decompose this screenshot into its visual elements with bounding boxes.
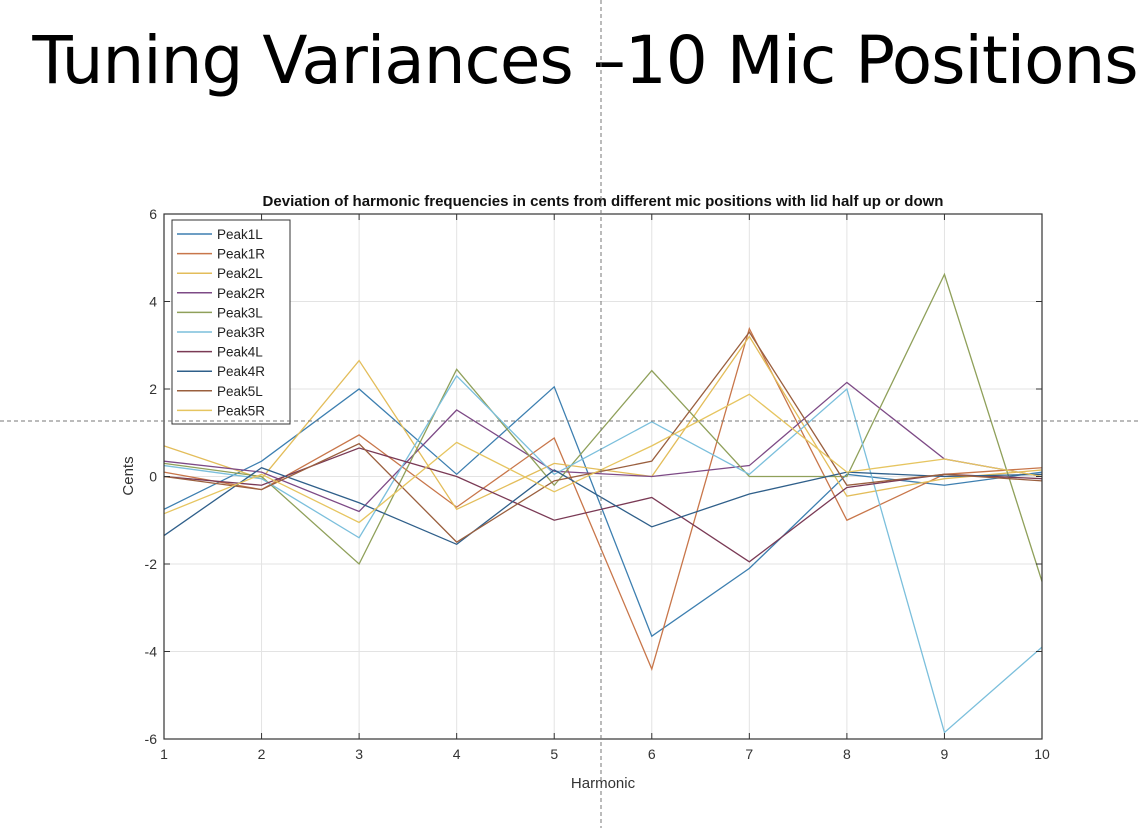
x-tick-label: 10 [1034,746,1050,762]
y-tick-label: 2 [149,381,157,397]
legend-entry: Peak2L [217,266,263,281]
y-tick-label: -4 [145,644,158,660]
x-axis-label: Harmonic [571,775,636,792]
series-line-peak1r [163,326,1043,671]
series-line-peak2r [163,381,1043,513]
x-tick-label: 8 [843,746,851,762]
legend-entry: Peak3L [217,305,263,320]
legend-entry: Peak4R [217,364,265,379]
x-tick-label: 3 [355,746,363,762]
axes: 1 2 3 4 5 6 7 8 9 10 -6 -4 -2 0 2 4 6 [145,206,1050,762]
y-tick-label: 6 [149,206,157,222]
series-line-peak2l [163,335,1043,511]
grid [163,213,1043,740]
y-tick-label: -2 [145,556,158,572]
series-lines [163,272,1043,734]
legend-entry: Peak1R [217,247,265,262]
y-tick-label: 4 [149,294,157,310]
legend-entry: Peak5L [217,384,263,399]
slide-title: Tuning Variances –10 Mic Positions [32,22,1138,99]
y-axis-label: Cents [120,456,137,495]
x-tick-label: 9 [941,746,949,762]
series-line-peak3l [163,272,1043,582]
plot-frame [163,213,1043,740]
series-line-peak5l [163,330,1043,543]
y-tick-label: 0 [149,469,157,485]
legend-entry: Peak1L [217,227,263,242]
chart-title: Deviation of harmonic frequencies in cen… [263,193,944,210]
x-tick-label: 2 [258,746,266,762]
x-tick-label: 1 [160,746,168,762]
legend: Peak1L Peak1R Peak2L Peak2R Peak3L Peak3R Peak… [171,219,291,425]
legend-entry: Peak2R [217,286,265,301]
series-line-peak3r [163,374,1043,734]
legend-entry: Peak4L [217,345,263,360]
legend-entry: Peak5R [217,403,265,418]
legend-entry: Peak3R [217,325,265,340]
series-line-peak4r [163,467,1043,546]
x-tick-label: 4 [453,746,461,762]
series-line-peak5r [163,393,1043,524]
y-tick-label: -6 [145,731,158,747]
x-tick-label: 5 [550,746,558,762]
x-tick-label: 7 [745,746,753,762]
x-tick-label: 6 [648,746,656,762]
